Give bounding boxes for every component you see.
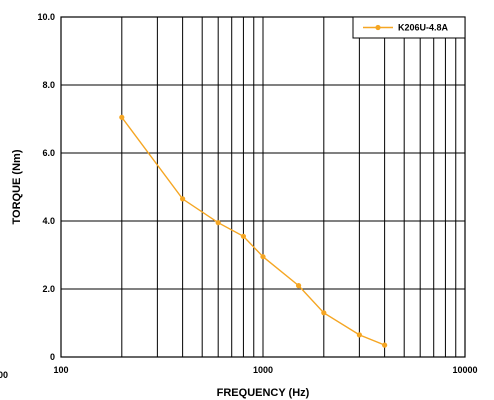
x-tick-label: 1000	[253, 365, 273, 375]
x-tick-label: 100	[53, 365, 68, 375]
data-point	[295, 283, 302, 289]
y-tick-label: 6.0	[42, 148, 55, 158]
data-point	[240, 233, 247, 239]
data-point	[215, 220, 221, 226]
y-tick-label: 10.0	[37, 12, 55, 22]
data-point	[119, 114, 125, 120]
partial-tick-label: 00	[0, 370, 8, 380]
legend-label: K206U-4.8A	[398, 23, 449, 33]
data-point	[260, 254, 266, 260]
y-tick-label: 2.0	[42, 284, 55, 294]
legend-marker	[375, 24, 381, 31]
tick-labels: 0 2.0 4.0 6.0 8.0 10.0 100 1000 10000	[37, 12, 477, 375]
series-layer	[119, 114, 388, 348]
x-axis-label: FREQUENCY (Hz)	[217, 387, 310, 399]
data-point	[180, 196, 186, 202]
plot-frame	[60, 16, 466, 358]
y-tick-label: 4.0	[42, 216, 55, 226]
legend-box	[352, 16, 466, 39]
data-point	[382, 342, 388, 348]
grid	[61, 17, 465, 357]
y-axis-label: TORQUE (Nm)	[11, 149, 23, 224]
x-tick-label: 10000	[452, 365, 477, 375]
y-tick-label: 8.0	[42, 80, 55, 90]
data-point	[321, 310, 327, 316]
data-point	[356, 332, 362, 338]
legend: K206U-4.8A	[352, 16, 466, 39]
y-tick-label: 0	[50, 352, 55, 362]
